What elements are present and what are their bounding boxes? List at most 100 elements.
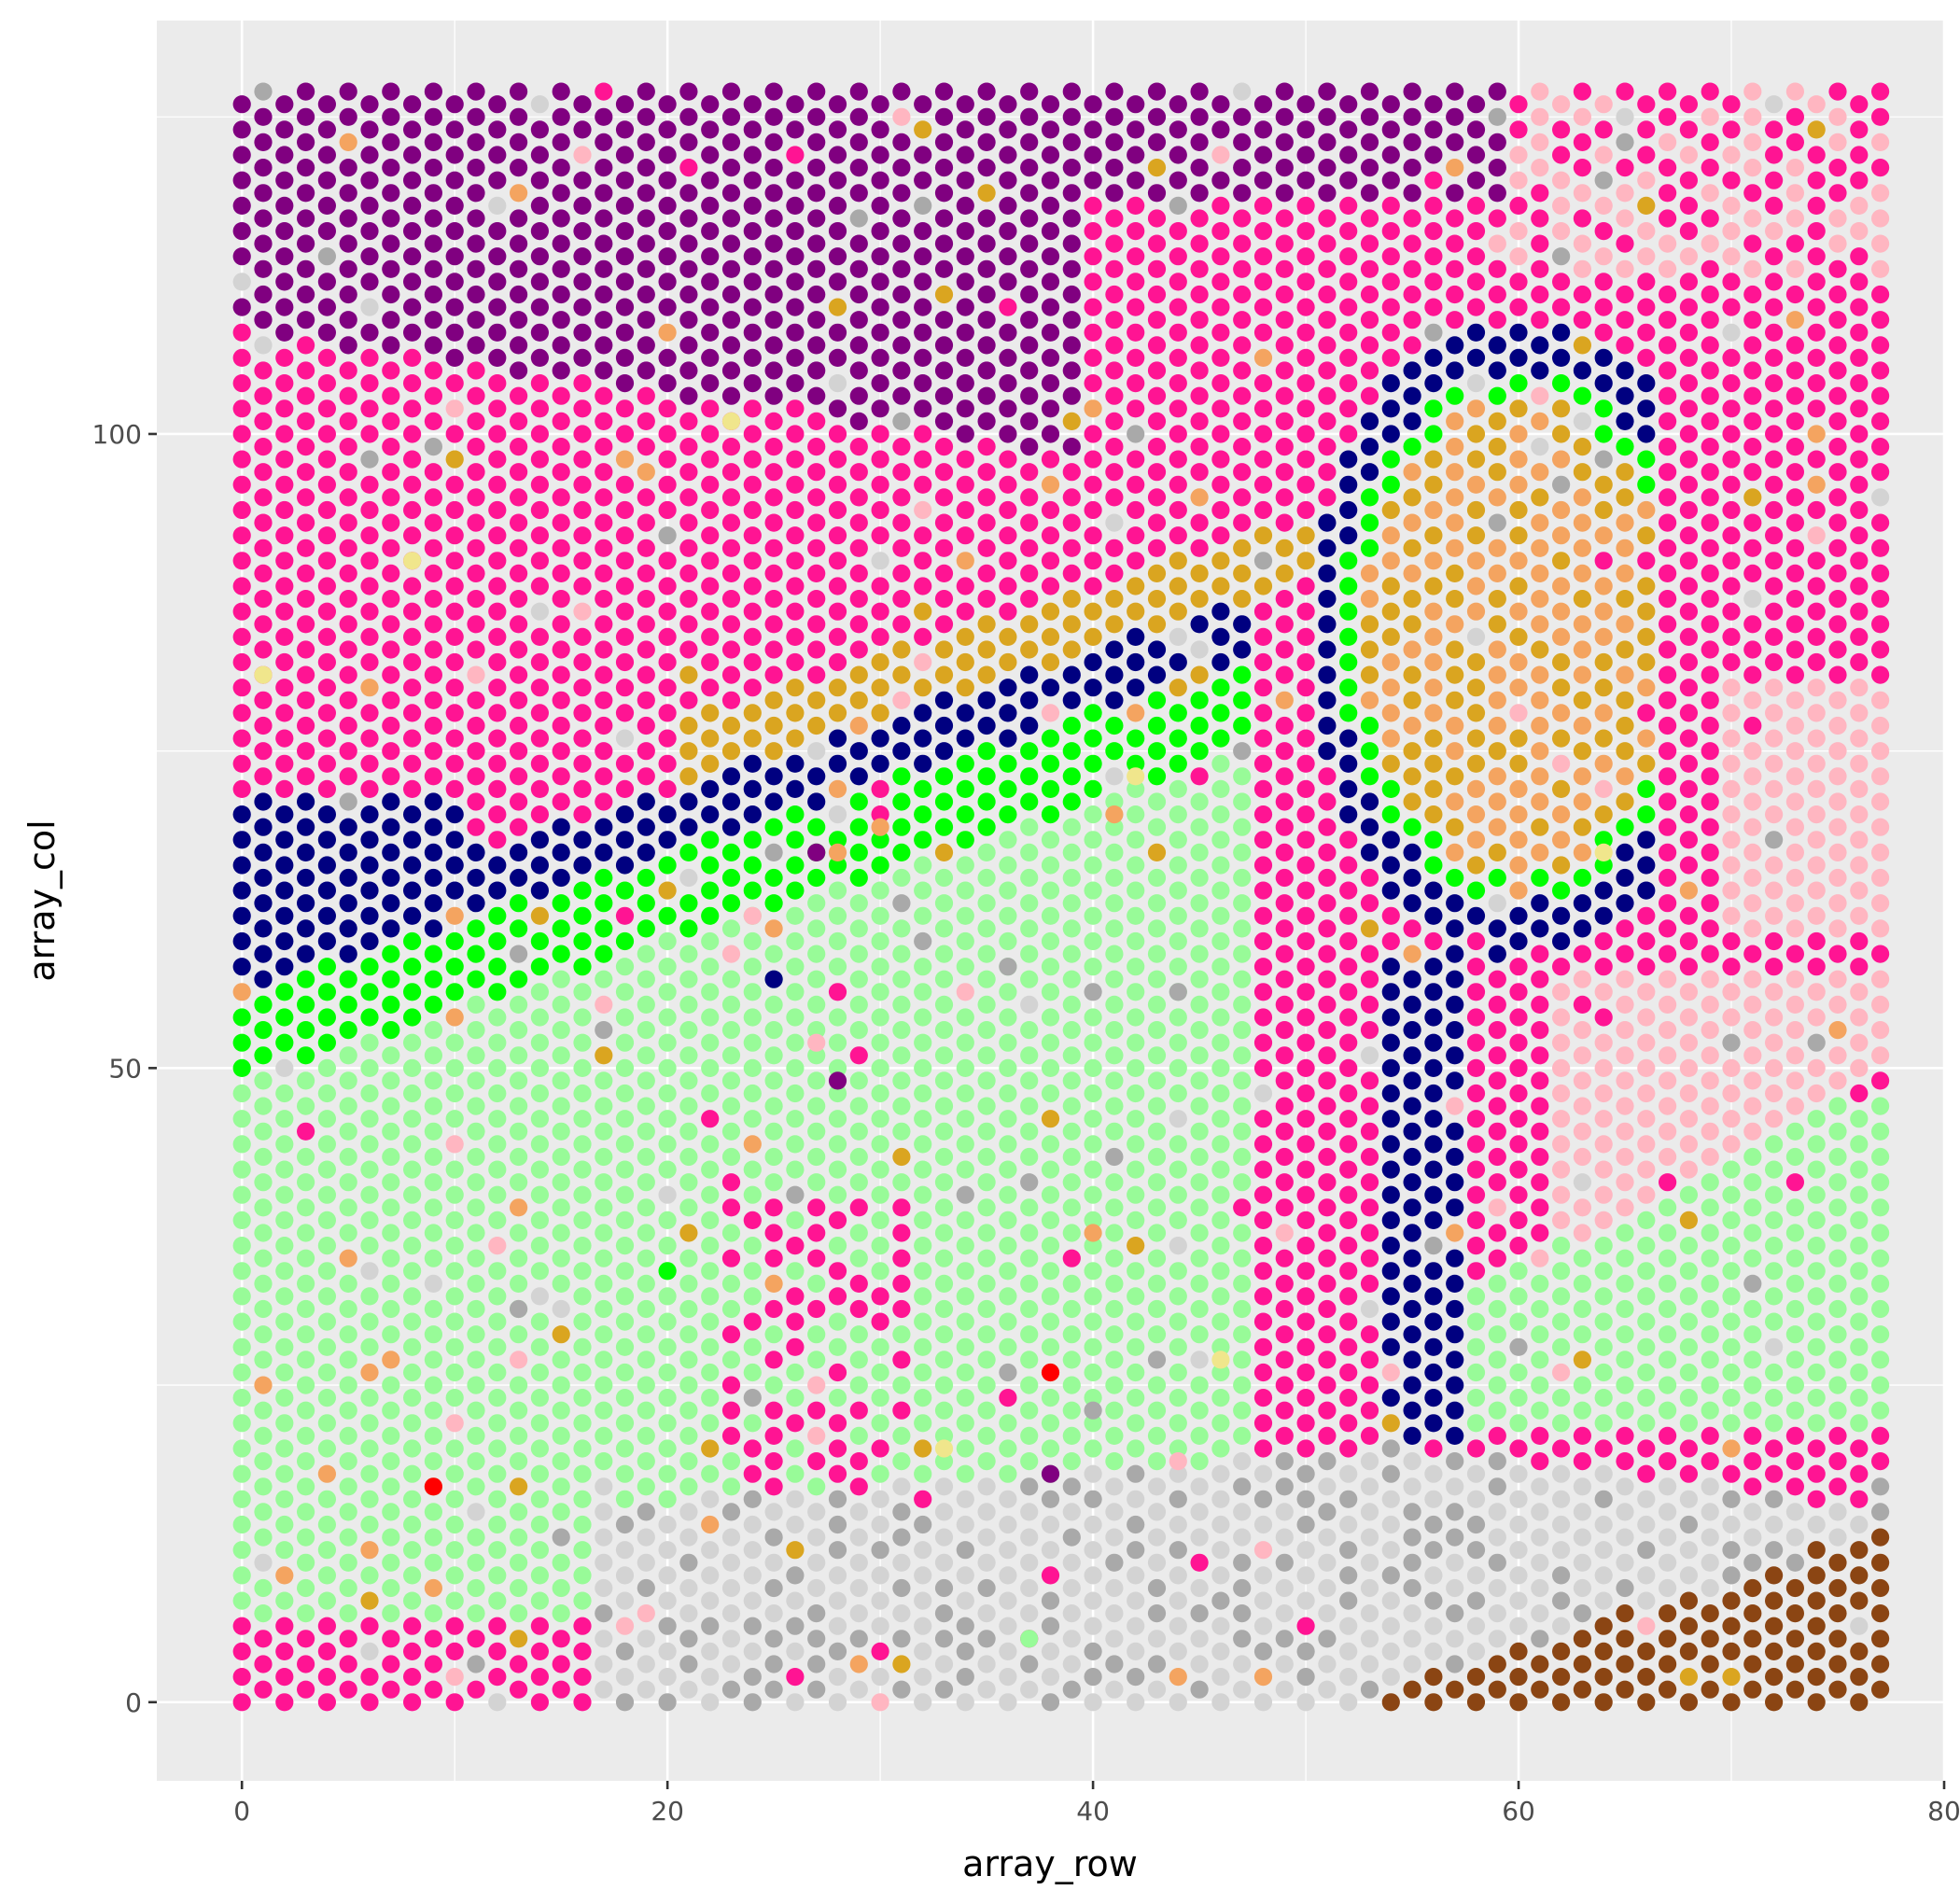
spot <box>1084 1515 1102 1534</box>
spot <box>1807 1566 1826 1585</box>
spot <box>275 1668 294 1687</box>
spot <box>1296 856 1315 875</box>
spot <box>1659 716 1677 735</box>
spot <box>1211 627 1230 647</box>
spot <box>1211 222 1230 241</box>
spot <box>956 577 974 595</box>
spot <box>956 348 974 367</box>
spot <box>786 247 805 266</box>
spot <box>360 856 379 875</box>
spot <box>743 298 762 316</box>
spot <box>721 1604 741 1623</box>
spot <box>721 133 741 151</box>
spot <box>424 386 442 405</box>
spot <box>1850 475 1869 494</box>
spot <box>807 945 826 963</box>
spot <box>530 679 550 697</box>
spot <box>595 1147 613 1167</box>
spot <box>360 247 379 266</box>
spot <box>339 1097 357 1115</box>
spot <box>1807 475 1826 494</box>
spot <box>232 1591 251 1610</box>
spot <box>892 1604 911 1623</box>
spot <box>467 590 485 609</box>
spot <box>297 945 315 963</box>
spot <box>510 412 528 430</box>
spot <box>232 1033 251 1052</box>
spot <box>1296 1008 1315 1027</box>
spot <box>1296 1617 1315 1635</box>
spot <box>1531 336 1549 355</box>
spot <box>1062 945 1081 963</box>
spot <box>1679 704 1698 722</box>
spot <box>1828 1452 1847 1471</box>
spot <box>786 1642 805 1660</box>
spot <box>1424 602 1443 621</box>
spot <box>1637 779 1656 799</box>
spot <box>1828 1477 1847 1496</box>
spot <box>595 1325 613 1344</box>
spot <box>1679 374 1698 393</box>
spot <box>892 361 911 380</box>
spot <box>1296 983 1315 1001</box>
spot <box>1466 1237 1486 1255</box>
spot <box>1084 704 1102 722</box>
spot <box>1233 970 1252 988</box>
spot <box>786 831 805 849</box>
spot <box>1253 1160 1273 1179</box>
spot <box>1466 602 1486 621</box>
spot <box>467 336 485 355</box>
spot <box>1041 1135 1060 1154</box>
spot <box>595 1426 613 1445</box>
spot <box>1659 1630 1677 1648</box>
spot <box>721 1553 741 1572</box>
spot <box>1509 475 1528 494</box>
spot <box>424 1604 442 1623</box>
spot <box>232 1642 251 1660</box>
spot <box>764 1477 783 1496</box>
spot <box>637 1325 655 1344</box>
spot <box>1275 590 1294 609</box>
spot <box>1531 259 1549 278</box>
spot <box>1233 1503 1252 1521</box>
spot <box>977 995 996 1014</box>
spot <box>1296 652 1315 672</box>
spot <box>807 564 826 583</box>
spot <box>1659 1655 1677 1673</box>
spot <box>1381 1287 1400 1306</box>
spot <box>573 958 592 976</box>
spot <box>488 475 507 494</box>
spot <box>1679 1008 1698 1027</box>
spot <box>1743 1604 1762 1623</box>
spot <box>1169 1414 1187 1433</box>
spot <box>1253 95 1273 114</box>
spot <box>615 652 635 672</box>
spot <box>1871 1604 1890 1623</box>
spot <box>275 1135 294 1154</box>
spot <box>595 970 613 988</box>
spot <box>1785 1046 1804 1065</box>
spot <box>849 1452 868 1471</box>
spot <box>1679 602 1698 621</box>
spot <box>1211 652 1230 672</box>
spot <box>1743 463 1762 482</box>
spot <box>1253 729 1273 748</box>
spot <box>914 831 932 849</box>
spot <box>956 1693 974 1712</box>
spot <box>510 361 528 380</box>
spot <box>934 767 954 786</box>
spot <box>1446 1401 1464 1420</box>
spot <box>977 1021 996 1040</box>
spot <box>1807 652 1826 672</box>
spot <box>1850 1110 1869 1128</box>
spot <box>403 348 422 367</box>
spot <box>1701 1426 1719 1445</box>
spot <box>1084 906 1102 925</box>
spot <box>1147 970 1167 988</box>
spot <box>615 222 635 241</box>
spot <box>1339 1566 1358 1585</box>
spot <box>382 259 400 278</box>
spot <box>679 1578 698 1598</box>
spot <box>1211 399 1230 418</box>
spot <box>679 513 698 532</box>
